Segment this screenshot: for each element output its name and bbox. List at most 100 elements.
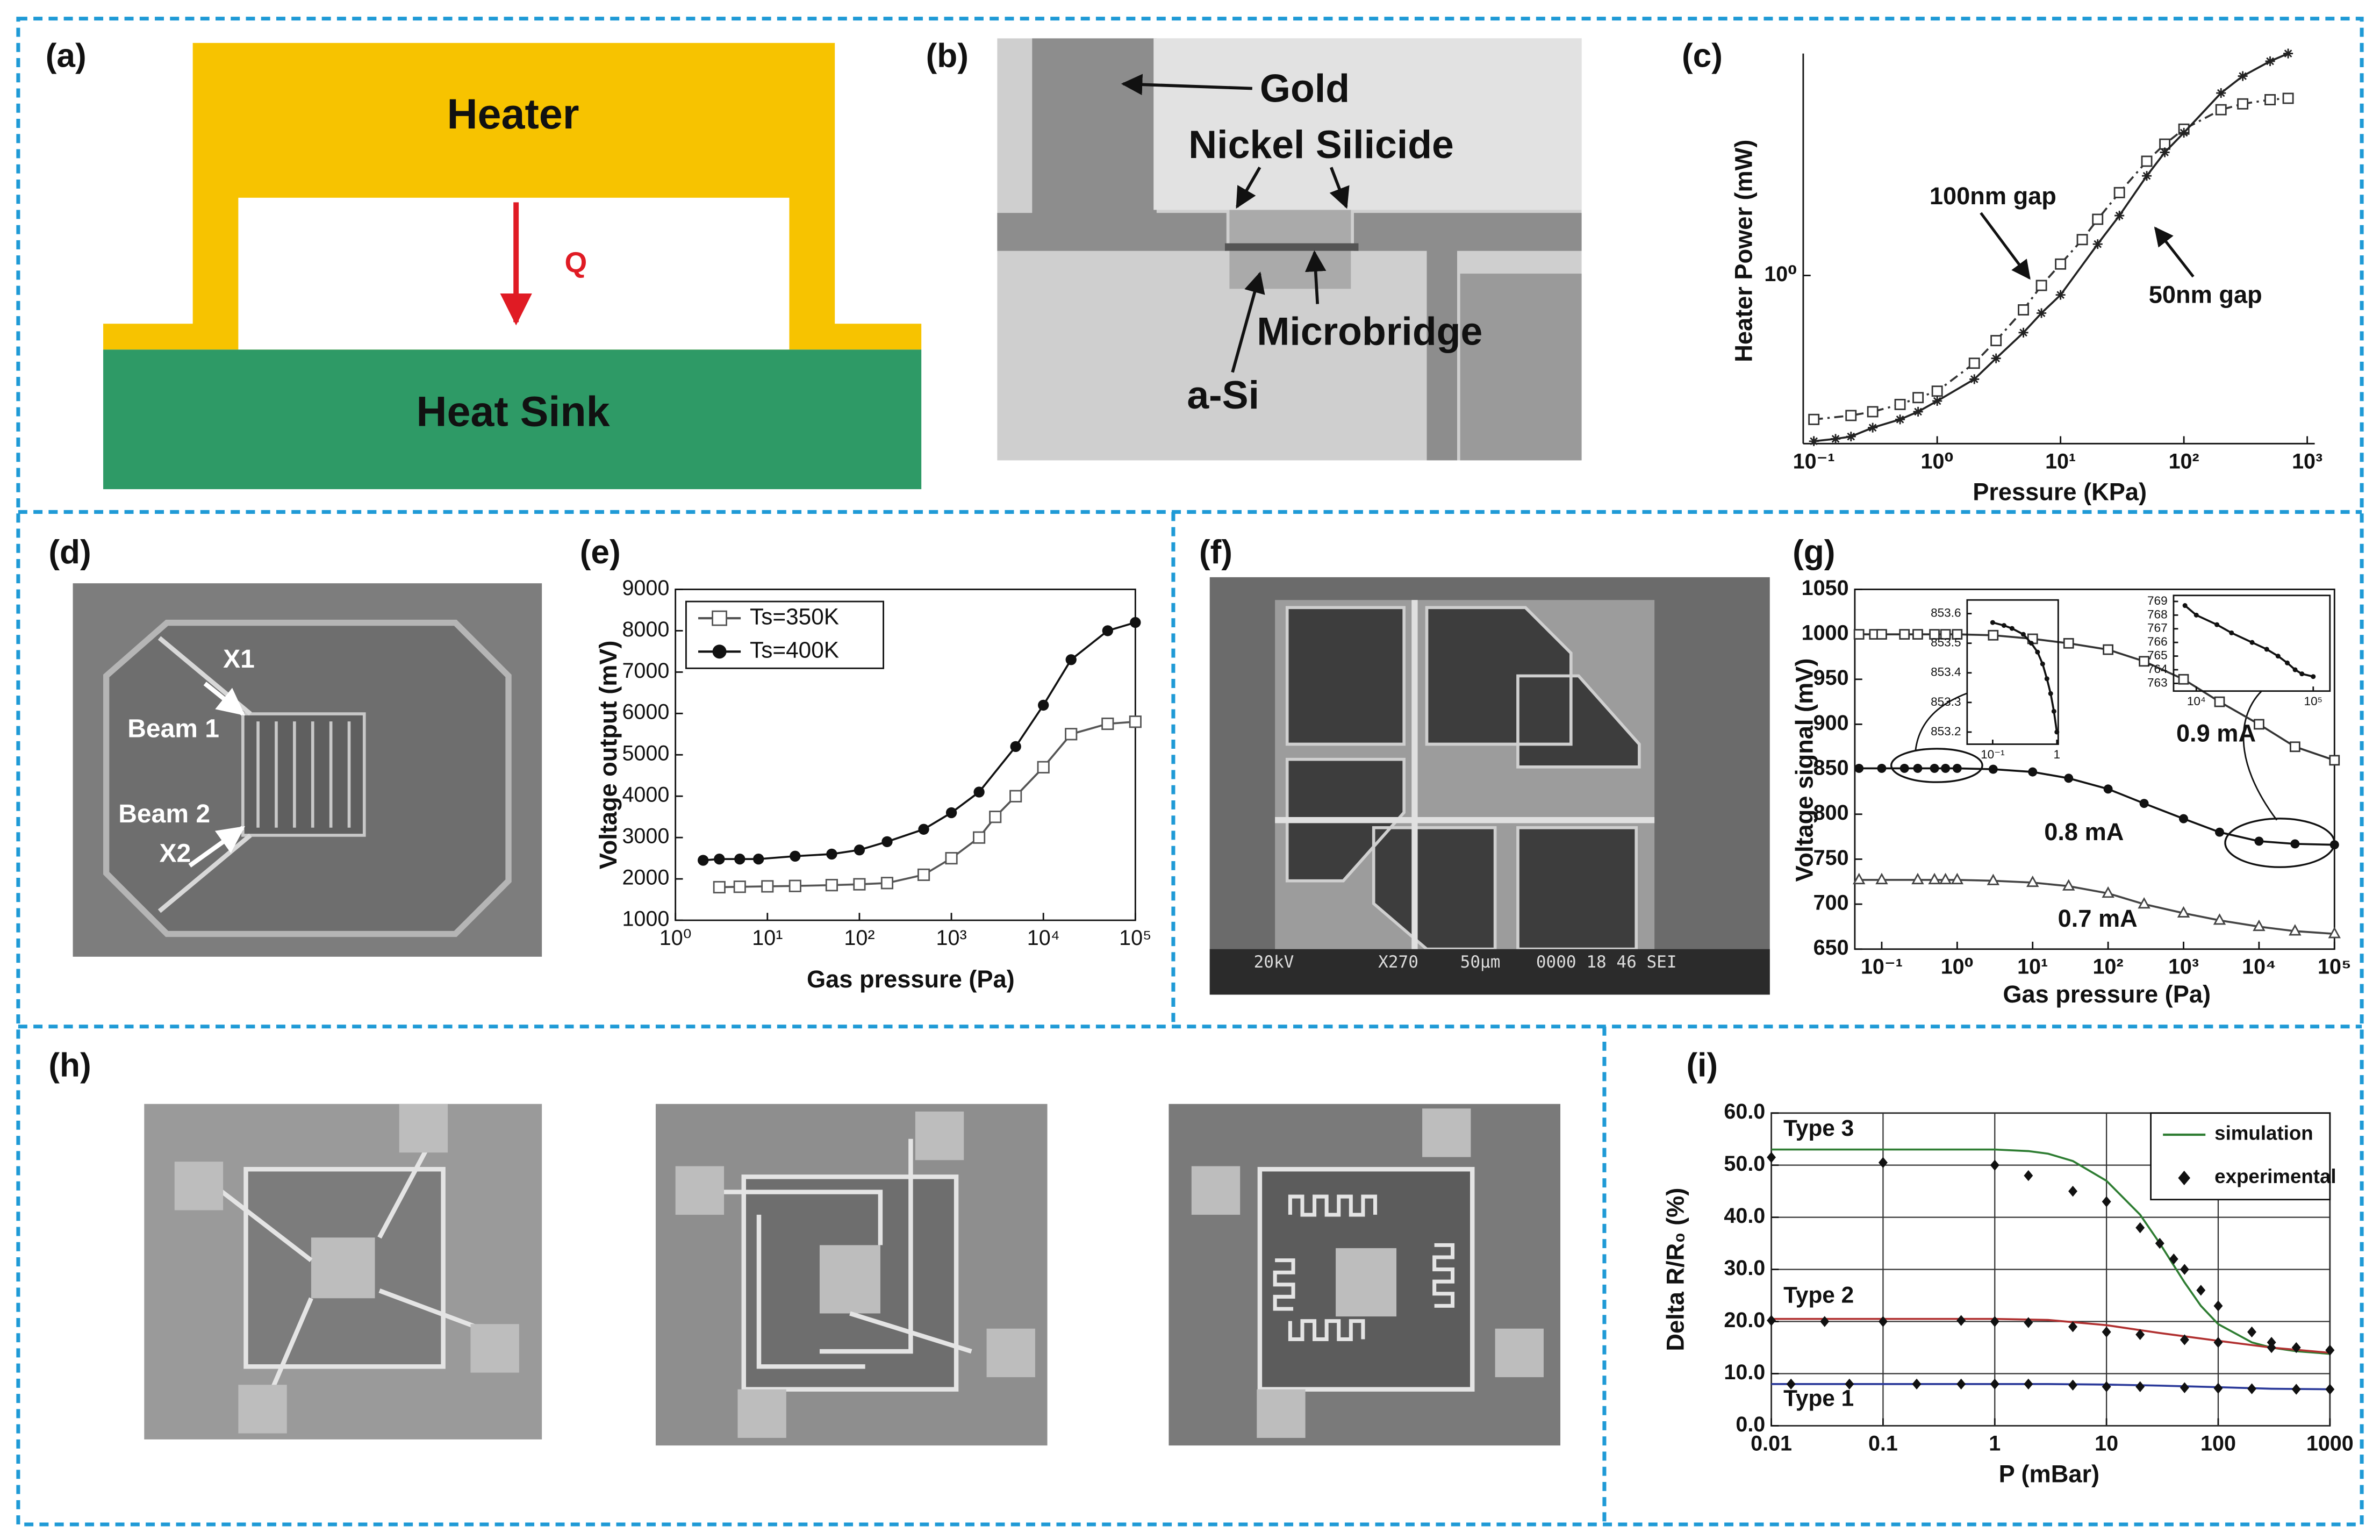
data-point	[1878, 1316, 1888, 1327]
data-point	[2215, 104, 2227, 116]
pad	[174, 1162, 224, 1210]
y-tick-label: 767	[2147, 621, 2168, 635]
data-point	[945, 852, 958, 865]
y-tick-label: 765	[2147, 649, 2168, 662]
data-point	[1990, 335, 2002, 347]
data-point	[753, 854, 764, 865]
y-tick-label: 10.0	[1724, 1360, 1765, 1384]
heater	[311, 1237, 375, 1299]
pad	[737, 1389, 786, 1438]
data-point	[1912, 392, 1924, 404]
data-point	[2068, 1321, 2078, 1333]
data-point	[2062, 879, 2075, 891]
data-point	[1956, 1315, 1966, 1326]
info-bar	[1209, 949, 1770, 995]
data-point	[2138, 897, 2150, 909]
arrow	[1304, 250, 1327, 304]
x-axis-label: Gas pressure (Pa)	[2003, 980, 2211, 1008]
data-point	[826, 848, 837, 860]
plot-frame	[2173, 594, 2331, 692]
y-tick-label: 800	[1813, 801, 1849, 825]
y-tick-label: 60.0	[1724, 1100, 1765, 1123]
data-point	[1101, 717, 1114, 730]
data-point	[714, 854, 725, 865]
data-point	[2135, 1222, 2145, 1234]
frame	[16, 17, 2364, 1527]
data-point	[2193, 612, 2199, 618]
data-point	[2024, 1170, 2033, 1181]
data-point	[2292, 667, 2298, 672]
q-label: Q	[565, 246, 587, 278]
data-point	[2264, 647, 2269, 652]
heat-sink	[103, 349, 922, 490]
x-tick-label: 1	[1989, 1431, 2001, 1455]
x-tick-label: 10⁵	[1119, 926, 1151, 950]
series-line	[1859, 879, 2335, 935]
data-point	[2249, 640, 2255, 645]
data-point	[2024, 1317, 2033, 1328]
data-point	[2028, 767, 2038, 777]
x1-label: X1	[223, 645, 255, 674]
data-point	[1929, 629, 1940, 640]
legend-label: Ts=400K	[750, 637, 839, 662]
comb-lines	[256, 721, 351, 828]
data-point	[2068, 1379, 2078, 1391]
legend-box	[2150, 1112, 2331, 1201]
sem-info: X270	[1378, 952, 1418, 972]
data-point	[1102, 625, 1113, 636]
pad	[915, 1111, 964, 1161]
data-point	[2265, 56, 2275, 66]
data-point	[2048, 691, 2053, 696]
data-point	[2213, 1300, 2223, 1312]
y-tick-label: 853.3	[1931, 695, 1961, 708]
series-line	[1771, 1317, 2330, 1354]
y-tick-label: 7000	[622, 659, 669, 683]
x-tick-label: 0.01	[1751, 1431, 1792, 1455]
data-point	[1854, 763, 1864, 773]
data-point	[2055, 290, 2066, 300]
x-tick-label: 10⁻¹	[1981, 748, 2005, 761]
data-point	[2329, 840, 2339, 850]
x-axis-label: Gas pressure (Pa)	[807, 965, 1015, 993]
sem-info: 20kV	[1254, 952, 1294, 972]
y-tick-label: 768	[2147, 607, 2168, 621]
data-point	[2179, 127, 2189, 138]
data-point	[2102, 886, 2114, 898]
data-point	[2229, 630, 2234, 635]
legend-label: Ts=350K	[750, 604, 839, 629]
y-tick-label: 769	[2147, 594, 2168, 607]
data-point	[880, 877, 894, 890]
x-tick-label: 10¹	[2045, 449, 2076, 473]
microbridge-label: Microbridge	[1257, 309, 1482, 353]
x-tick-label: 100	[2200, 1431, 2236, 1455]
data-point	[2160, 147, 2170, 157]
data-point	[917, 868, 930, 882]
x-tick-label: 10⁰	[1921, 449, 1954, 473]
arrow	[1121, 74, 1252, 96]
panel-label: (e)	[580, 534, 621, 571]
legend-marker	[712, 644, 727, 659]
y-tick-label: 50.0	[1724, 1152, 1765, 1176]
data-point	[1912, 1378, 1922, 1390]
curve-label: Type 1	[1783, 1386, 1854, 1411]
data-point	[1987, 873, 2000, 885]
panel-label: (c)	[1682, 37, 1723, 74]
series-label: 100nm gap	[1930, 182, 2056, 210]
surface	[1460, 274, 1582, 461]
data-point	[2135, 1381, 2145, 1392]
data-point	[854, 844, 865, 856]
panel-label: (g)	[1793, 534, 1835, 571]
data-point	[1932, 396, 1942, 406]
x-tick-label: 10²	[844, 926, 874, 950]
data-point	[2328, 927, 2341, 939]
x-tick-label: 10⁴	[2242, 955, 2276, 979]
data-point	[1941, 763, 1951, 773]
data-point	[1845, 1378, 1854, 1390]
y-tick-label: 950	[1813, 666, 1849, 690]
data-point	[2001, 623, 2006, 628]
data-point	[2213, 913, 2226, 925]
data-point	[2135, 1329, 2145, 1340]
data-point	[2009, 626, 2015, 631]
data-point	[2102, 1381, 2111, 1392]
data-point	[1990, 1316, 1999, 1327]
